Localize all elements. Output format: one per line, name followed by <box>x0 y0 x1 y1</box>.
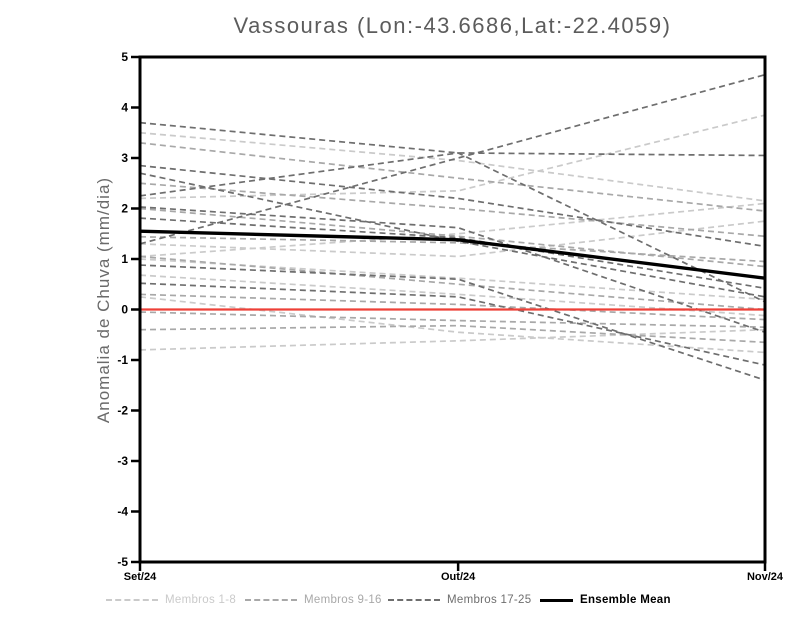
svg-text:-4: -4 <box>117 505 128 519</box>
svg-text:2: 2 <box>121 202 128 216</box>
svg-text:-1: -1 <box>117 353 128 367</box>
legend-item-members-9-16: Membros 9-16 <box>245 593 382 607</box>
dashed-line-sample <box>245 599 297 601</box>
svg-text:5: 5 <box>121 50 128 64</box>
svg-text:1: 1 <box>121 252 128 266</box>
svg-text:Out/24: Out/24 <box>441 571 476 583</box>
dashed-line-sample <box>106 599 158 601</box>
dashed-line-sample <box>388 599 440 601</box>
svg-text:Set/24: Set/24 <box>124 571 157 583</box>
svg-text:-5: -5 <box>117 555 128 569</box>
svg-text:3: 3 <box>121 151 128 165</box>
legend-label: Membros 17-25 <box>447 594 532 606</box>
svg-text:-3: -3 <box>117 454 128 468</box>
legend-item-members-17-25: Membros 17-25 <box>388 593 531 607</box>
svg-text:0: 0 <box>121 303 128 317</box>
chart-title: Vassouras (Lon:-43.6686,Lat:-22.4059) <box>233 13 672 38</box>
solid-line-sample <box>540 598 573 602</box>
svg-text:-2: -2 <box>117 404 128 418</box>
legend-label: Membros 9-16 <box>304 594 382 606</box>
svg-text:4: 4 <box>121 101 128 115</box>
legend-label: Membros 1-8 <box>165 594 237 606</box>
legend-item-ensemble-mean: Ensemble Mean <box>540 593 671 607</box>
svg-text:Nov/24: Nov/24 <box>747 571 784 583</box>
legend-item-members-1-8: Membros 1-8 <box>106 593 236 607</box>
legend-label: Ensemble Mean <box>580 594 671 606</box>
